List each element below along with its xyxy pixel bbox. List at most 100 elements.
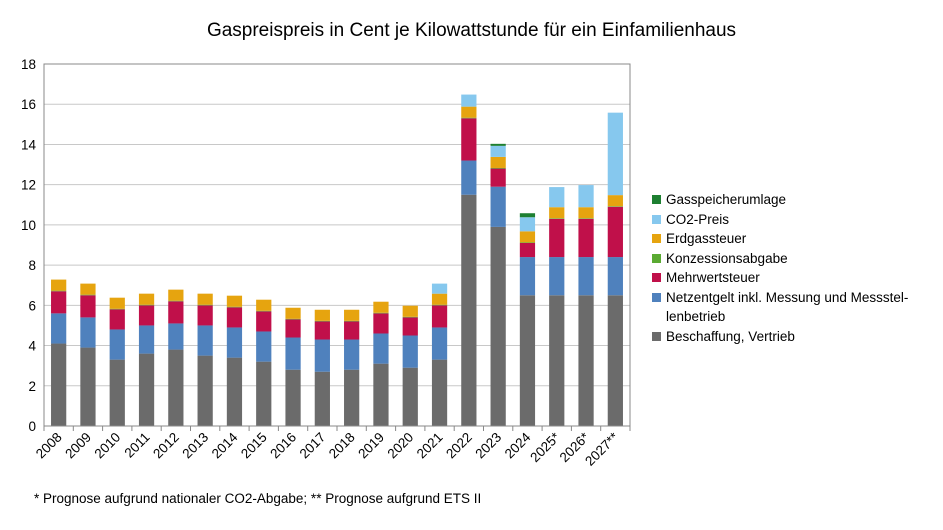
bar-segment	[549, 218, 565, 258]
legend-swatch	[652, 273, 661, 282]
bar-segment	[109, 359, 125, 426]
bar-segment	[461, 117, 477, 119]
bar-segment	[314, 339, 330, 372]
bar-segment	[314, 320, 330, 322]
x-tick-label: 2016	[267, 430, 299, 462]
bar-segment	[256, 331, 272, 362]
bar-segment	[109, 309, 125, 330]
bar-segment	[490, 168, 506, 187]
x-tick-label: 2022	[443, 430, 475, 462]
bar-segment	[168, 323, 184, 350]
bar-segment	[402, 316, 418, 318]
bar-segment	[80, 295, 96, 318]
legend-label: Mehrwertsteuer	[666, 270, 760, 285]
bar-segment	[285, 337, 301, 370]
legend-swatch	[652, 331, 661, 341]
legend-label: Netzentgelt inkl. Messung und Messstel-l…	[666, 289, 909, 325]
bar-segment	[168, 289, 184, 301]
x-tick-label: 2018	[326, 430, 358, 462]
x-tick-label: 2012	[150, 430, 182, 462]
bar-segment	[197, 325, 213, 356]
bar-segment	[109, 329, 125, 360]
bar-segment	[109, 297, 125, 309]
bar-segment	[578, 185, 594, 208]
bar-segment	[461, 106, 477, 118]
bar-segment	[490, 167, 506, 169]
x-tick-label: 2011	[122, 430, 153, 461]
x-tick-label: 2017	[297, 430, 329, 462]
bar-segment	[607, 112, 623, 196]
bar-segment	[461, 194, 477, 426]
bar-segment	[578, 295, 594, 426]
bar-segment	[519, 242, 536, 243]
bar-segment	[168, 301, 184, 324]
bar-segment	[607, 206, 623, 258]
bar-segment	[51, 291, 67, 314]
bar-segment	[431, 304, 448, 306]
bar-segment	[138, 305, 155, 326]
bar-segment	[226, 327, 243, 358]
bar-segment	[344, 321, 360, 340]
x-tick-label: 2008	[33, 430, 65, 462]
bar-segment	[519, 295, 536, 426]
bar-segment	[138, 353, 155, 426]
x-tick-label: 2020	[385, 430, 417, 462]
bar-segment	[80, 283, 96, 295]
x-tick-label: 2021	[414, 430, 446, 462]
bar-segment	[285, 318, 301, 320]
y-tick-label: 18	[21, 57, 36, 72]
y-tick-label: 10	[21, 218, 36, 233]
bar-segment	[461, 118, 477, 161]
bar-segment	[549, 218, 565, 219]
bar-segment	[226, 307, 243, 328]
legend-item: Konzessionsabgabe	[652, 249, 942, 269]
bar-segment	[519, 231, 536, 243]
bar-segment	[168, 300, 184, 302]
bar-segment	[490, 145, 506, 157]
bar-segment	[402, 335, 418, 368]
bar-segment	[314, 371, 330, 426]
axes	[43, 63, 631, 431]
legend-item: Beschaffung, Vertrieb	[652, 327, 942, 347]
legend-swatch	[652, 195, 661, 204]
bar-segment	[109, 308, 125, 310]
bar-segment	[519, 242, 536, 258]
bar-segment	[549, 295, 565, 426]
x-tick-label: 2025*	[527, 429, 563, 465]
legend-swatch	[652, 253, 661, 263]
bar-segment	[373, 312, 389, 314]
bar-segment	[431, 305, 448, 328]
x-tick-labels: 2008200920102011201220132014201520162017…	[33, 429, 622, 469]
bar-segment	[402, 317, 418, 336]
x-tick-label: 2014	[209, 429, 241, 461]
bar-segment	[285, 307, 301, 319]
bar-segment	[256, 310, 272, 312]
bar-segment	[461, 94, 477, 107]
bar-segment	[490, 226, 506, 426]
bar-segment	[314, 309, 330, 321]
bar-segment	[373, 313, 389, 334]
bar-segment	[607, 295, 623, 426]
y-tick-label: 0	[28, 419, 36, 434]
legend-item: Mehrwertsteuer	[652, 268, 942, 288]
bar-segment	[344, 339, 360, 370]
bar-segment	[197, 293, 213, 305]
bar-segment	[344, 320, 360, 322]
bar-segment	[80, 347, 96, 426]
bar-segment	[519, 257, 536, 296]
x-tick-label: 2023	[472, 430, 504, 462]
bar-segment	[431, 283, 448, 294]
bar-segment	[578, 218, 594, 219]
x-tick-label: 2013	[179, 430, 211, 462]
bar-segment	[402, 367, 418, 426]
bar-segment	[490, 143, 506, 146]
bar-segment	[431, 327, 448, 360]
legend-label: Konzessionsabgabe	[666, 250, 788, 266]
legend-label: CO2-Preis	[666, 211, 730, 227]
bar-segment	[519, 217, 536, 232]
bar-group	[51, 94, 623, 426]
bar-segment	[373, 333, 389, 364]
y-tick-label: 12	[21, 178, 36, 193]
x-tick-label: 2009	[62, 430, 94, 462]
bar-segment	[256, 311, 272, 332]
